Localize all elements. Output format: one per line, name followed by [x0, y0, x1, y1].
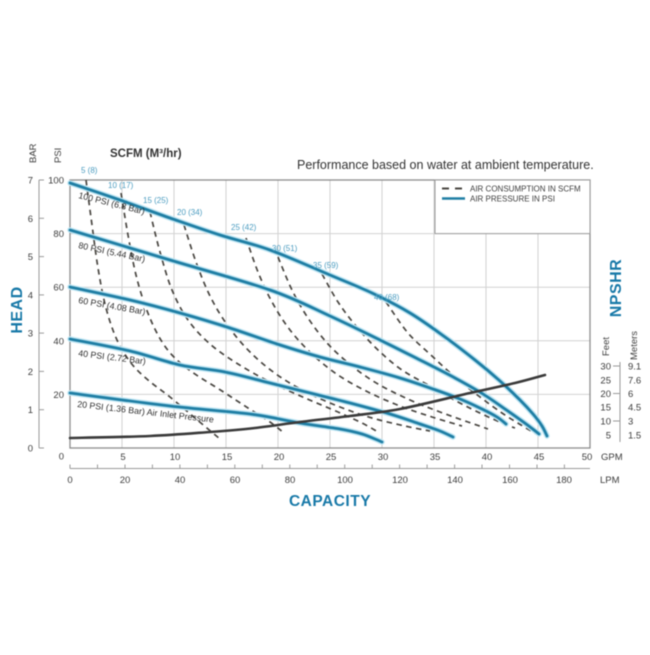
svg-text:PSI: PSI [53, 148, 64, 163]
svg-text:20: 20 [600, 389, 611, 400]
svg-text:20 (34): 20 (34) [177, 208, 203, 217]
svg-text:AIR CONSUMPTION IN SCFM: AIR CONSUMPTION IN SCFM [470, 185, 581, 194]
svg-text:80: 80 [285, 475, 296, 486]
svg-text:6: 6 [28, 214, 33, 225]
svg-text:CAPACITY: CAPACITY [289, 493, 371, 510]
svg-text:40: 40 [482, 452, 493, 463]
svg-text:BAR: BAR [28, 143, 39, 163]
svg-text:0: 0 [59, 452, 64, 463]
svg-text:4: 4 [28, 290, 33, 301]
svg-text:4.5: 4.5 [628, 403, 641, 414]
svg-text:3: 3 [628, 417, 633, 428]
svg-text:25: 25 [326, 452, 337, 463]
svg-text:2: 2 [28, 367, 33, 378]
svg-text:5: 5 [120, 452, 125, 463]
svg-text:0: 0 [28, 444, 33, 455]
svg-text:AIR PRESSURE IN PSI: AIR PRESSURE IN PSI [470, 195, 555, 204]
svg-text:40: 40 [175, 475, 186, 486]
svg-text:40 (68): 40 (68) [374, 293, 400, 302]
svg-text:140: 140 [447, 475, 463, 486]
svg-text:6: 6 [628, 389, 633, 400]
svg-text:25 (42): 25 (42) [231, 223, 257, 232]
svg-text:30 (51): 30 (51) [272, 244, 298, 253]
svg-text:180: 180 [556, 475, 572, 486]
svg-text:15: 15 [600, 403, 611, 414]
svg-text:10: 10 [600, 417, 611, 428]
svg-text:15 (25): 15 (25) [143, 196, 169, 205]
svg-text:1.5: 1.5 [628, 431, 641, 442]
svg-text:100: 100 [337, 475, 353, 486]
svg-text:7.6: 7.6 [628, 376, 641, 387]
svg-text:40: 40 [53, 336, 64, 347]
svg-text:Meters: Meters [629, 331, 640, 360]
svg-text:10: 10 [170, 452, 181, 463]
svg-text:45: 45 [534, 452, 545, 463]
svg-text:1: 1 [28, 405, 33, 416]
svg-text:Feet: Feet [601, 337, 612, 356]
svg-text:15: 15 [222, 452, 233, 463]
svg-text:3: 3 [28, 329, 33, 340]
svg-text:NPSHR: NPSHR [608, 259, 625, 318]
svg-text:120: 120 [392, 475, 408, 486]
svg-text:HEAD: HEAD [9, 286, 26, 333]
svg-text:Performance based on water at: Performance based on water at ambient te… [297, 158, 594, 172]
svg-text:100 PSI (6.8 Bar): 100 PSI (6.8 Bar) [78, 190, 146, 216]
svg-text:50: 50 [582, 452, 593, 463]
svg-text:30: 30 [378, 452, 389, 463]
svg-text:160: 160 [502, 475, 518, 486]
svg-text:35 (59): 35 (59) [313, 261, 339, 270]
svg-text:20: 20 [120, 475, 131, 486]
svg-text:80: 80 [53, 229, 64, 240]
svg-text:100: 100 [48, 176, 64, 187]
svg-text:5: 5 [606, 431, 611, 442]
svg-text:0: 0 [67, 475, 72, 486]
svg-text:25: 25 [600, 376, 611, 387]
svg-text:10 (17): 10 (17) [108, 181, 134, 190]
svg-text:35: 35 [430, 452, 441, 463]
svg-text:7: 7 [28, 176, 33, 187]
svg-text:20: 20 [274, 452, 285, 463]
svg-text:5 (8): 5 (8) [81, 166, 98, 175]
svg-text:20: 20 [53, 390, 64, 401]
svg-text:30: 30 [600, 362, 611, 373]
svg-text:SCFM (M³/hr): SCFM (M³/hr) [110, 148, 182, 160]
svg-text:GPM: GPM [601, 452, 623, 463]
svg-text:9.1: 9.1 [628, 362, 641, 373]
svg-text:60: 60 [53, 283, 64, 294]
svg-text:60: 60 [230, 475, 241, 486]
svg-text:5: 5 [28, 252, 33, 263]
svg-text:LPM: LPM [600, 475, 620, 486]
